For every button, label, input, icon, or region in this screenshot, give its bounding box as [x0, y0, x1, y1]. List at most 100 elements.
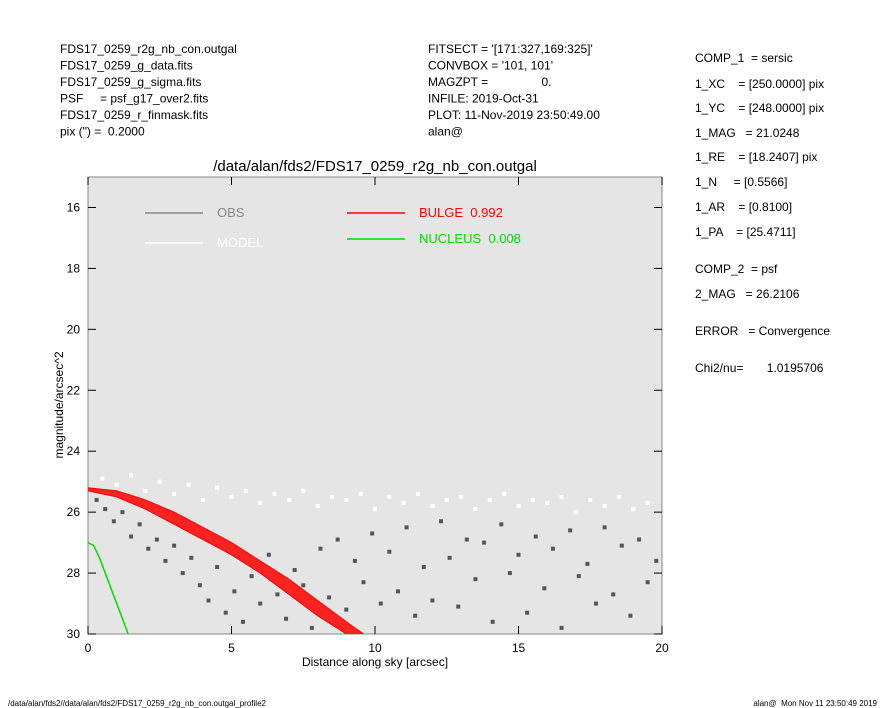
plot-area: [87, 176, 663, 635]
data-point: [525, 610, 530, 615]
data-point: [401, 500, 406, 505]
data-point: [482, 540, 487, 545]
data-point: [559, 625, 564, 630]
data-point: [129, 473, 134, 478]
data-point: [292, 568, 297, 573]
param-line: 1_YC = [248.0000] pix: [695, 101, 824, 115]
x-tick-label: 20: [655, 641, 669, 655]
footer-left: /data/alan/fds2//data/alan/fds2/FDS17_02…: [8, 699, 267, 708]
data-point: [284, 616, 289, 621]
data-point: [568, 528, 573, 533]
data-point: [611, 592, 616, 597]
data-point: [516, 504, 521, 509]
data-point: [215, 564, 220, 569]
data-point: [413, 613, 418, 618]
header-left-line: PSF = psf_g17_over2.fits: [60, 92, 208, 106]
data-point: [206, 598, 211, 603]
data-point: [588, 497, 593, 502]
param-line: 1_PA = [25.4711]: [695, 225, 796, 239]
data-point: [576, 574, 581, 579]
data-point: [197, 583, 202, 588]
data-point: [137, 522, 142, 527]
param-line: ERROR = Convergence: [695, 324, 830, 338]
data-point: [186, 482, 191, 487]
param-line: 1_N = [0.5566]: [695, 175, 787, 189]
data-point: [421, 564, 426, 569]
data-point: [215, 485, 220, 490]
header-middle-line: INFILE: 2019-Oct-31: [428, 92, 539, 106]
data-point: [370, 531, 375, 536]
data-point: [240, 619, 245, 624]
data-point: [318, 546, 323, 551]
data-point: [301, 488, 306, 493]
data-point: [249, 574, 254, 579]
data-point: [473, 577, 478, 582]
data-point: [395, 589, 400, 594]
data-point: [361, 580, 366, 585]
legend-label: NUCLEUS 0.008: [419, 231, 521, 246]
x-tick-label: 10: [368, 641, 382, 655]
data-point: [172, 543, 177, 548]
data-point: [103, 507, 108, 512]
data-point: [100, 476, 105, 481]
data-point: [286, 497, 291, 502]
legend-label: MODEL: [217, 235, 263, 250]
data-point: [499, 522, 504, 527]
y-tick-label: 20: [67, 322, 81, 336]
data-point: [619, 543, 624, 548]
data-point: [507, 571, 512, 576]
data-point: [200, 497, 205, 502]
y-tick-label: 24: [67, 444, 81, 458]
y-axis-label: magnitude/arcsec^2: [52, 351, 66, 458]
param-line: COMP_2 = psf: [695, 262, 778, 276]
data-point: [573, 510, 578, 515]
header-middle-line: CONVBOX = '101, 101': [428, 59, 553, 73]
param-line: 1_MAG = 21.0248: [695, 126, 800, 140]
data-point: [352, 558, 357, 563]
data-point: [258, 500, 263, 505]
y-tick-label: 18: [67, 261, 81, 275]
data-point: [335, 537, 340, 542]
data-point: [114, 482, 119, 487]
y-tick-label: 16: [67, 200, 81, 214]
chart-title: /data/alan/fds2/FDS17_0259_r2g_nb_con.ou…: [213, 158, 537, 175]
legend-label: OBS: [217, 205, 245, 220]
data-point: [315, 504, 320, 509]
data-point: [266, 552, 271, 557]
legend-label: BULGE 0.992: [419, 205, 503, 220]
param-line: 1_AR = [0.8100]: [695, 200, 792, 214]
data-point: [490, 619, 495, 624]
data-point: [593, 601, 598, 606]
data-point: [327, 595, 332, 600]
data-point: [189, 555, 194, 560]
y-tick-label: 26: [67, 505, 81, 519]
header-left-line: FDS17_0259_g_data.fits: [60, 59, 193, 73]
data-point: [387, 494, 392, 499]
data-point: [430, 504, 435, 509]
data-point: [516, 552, 521, 557]
data-point: [111, 519, 116, 524]
data-point: [387, 549, 392, 554]
header-left-line: FDS17_0259_r_finmask.fits: [60, 108, 208, 122]
param-line: COMP_1 = sersic: [695, 51, 793, 65]
x-tick-label: 15: [512, 641, 526, 655]
data-point: [559, 494, 564, 499]
param-line: 2_MAG = 26.2106: [695, 287, 800, 301]
data-point: [157, 479, 162, 484]
data-point: [545, 500, 550, 505]
data-point: [154, 537, 159, 542]
data-point: [258, 601, 263, 606]
data-point: [309, 625, 314, 630]
data-point: [146, 546, 151, 551]
data-point: [129, 534, 134, 539]
header-middle-line: PLOT: 11-Nov-2019 23:50:49.00: [428, 108, 600, 122]
data-point: [542, 586, 547, 591]
data-point: [172, 491, 177, 496]
data-point: [94, 497, 99, 502]
data-point: [473, 507, 478, 512]
data-point: [616, 494, 621, 499]
y-tick-label: 28: [67, 566, 81, 580]
data-point: [439, 519, 444, 524]
header-middle-line: FITSECT = '[171:327,169:325]': [428, 42, 593, 56]
data-point: [444, 497, 449, 502]
